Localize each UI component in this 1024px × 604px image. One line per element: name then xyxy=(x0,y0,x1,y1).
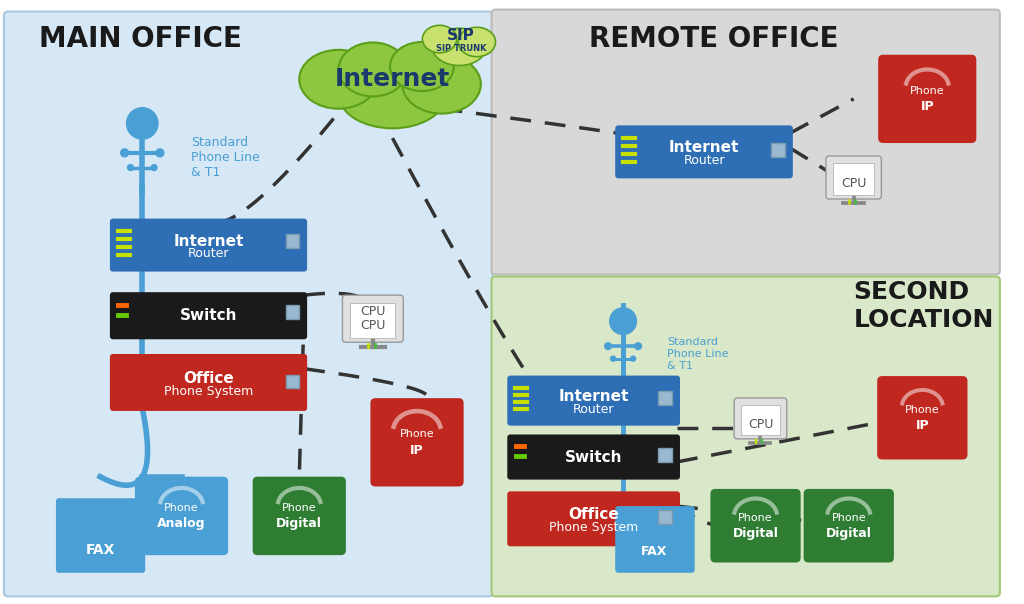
Text: Standard
Phone Line
& T1: Standard Phone Line & T1 xyxy=(668,338,729,371)
FancyBboxPatch shape xyxy=(615,126,793,178)
Ellipse shape xyxy=(299,50,378,109)
Text: Digital: Digital xyxy=(276,517,323,530)
Ellipse shape xyxy=(432,28,486,65)
Ellipse shape xyxy=(402,55,481,114)
Text: Digital: Digital xyxy=(825,527,871,540)
FancyBboxPatch shape xyxy=(507,492,680,547)
FancyBboxPatch shape xyxy=(492,277,999,596)
Text: SIP TRUNK: SIP TRUNK xyxy=(436,44,486,53)
FancyBboxPatch shape xyxy=(658,448,672,462)
Circle shape xyxy=(610,356,615,361)
Text: Phone: Phone xyxy=(738,513,773,523)
FancyBboxPatch shape xyxy=(135,477,228,555)
Text: Phone: Phone xyxy=(399,429,434,440)
Circle shape xyxy=(121,149,129,157)
Text: CPU: CPU xyxy=(360,319,386,332)
FancyBboxPatch shape xyxy=(371,398,464,486)
FancyBboxPatch shape xyxy=(342,295,403,342)
Text: Internet: Internet xyxy=(173,234,244,249)
Text: Switch: Switch xyxy=(565,449,623,464)
Text: IP: IP xyxy=(921,100,934,113)
Ellipse shape xyxy=(458,27,496,57)
Ellipse shape xyxy=(423,25,457,53)
FancyBboxPatch shape xyxy=(350,303,395,338)
Text: Phone System: Phone System xyxy=(549,521,638,534)
Text: Internet: Internet xyxy=(669,141,739,155)
Text: Internet: Internet xyxy=(335,67,451,91)
FancyBboxPatch shape xyxy=(110,292,307,339)
Text: Office: Office xyxy=(183,371,233,386)
Circle shape xyxy=(635,343,641,350)
Circle shape xyxy=(152,165,157,170)
FancyBboxPatch shape xyxy=(110,219,307,272)
Text: SECOND
LOCATION: SECOND LOCATION xyxy=(854,280,994,332)
FancyBboxPatch shape xyxy=(834,163,874,195)
Text: Phone System: Phone System xyxy=(164,385,253,398)
FancyBboxPatch shape xyxy=(286,305,299,319)
Text: Router: Router xyxy=(572,403,614,416)
FancyBboxPatch shape xyxy=(4,11,493,596)
Text: CPU: CPU xyxy=(748,418,773,431)
Text: Router: Router xyxy=(187,248,229,260)
FancyBboxPatch shape xyxy=(658,510,672,524)
FancyBboxPatch shape xyxy=(507,434,680,480)
Text: Analog: Analog xyxy=(158,517,206,530)
Text: Internet: Internet xyxy=(558,389,629,404)
FancyBboxPatch shape xyxy=(253,477,346,555)
FancyBboxPatch shape xyxy=(734,398,786,439)
FancyBboxPatch shape xyxy=(771,143,785,157)
Circle shape xyxy=(128,165,133,170)
FancyBboxPatch shape xyxy=(286,374,299,388)
Text: Digital: Digital xyxy=(732,527,778,540)
Text: Phone: Phone xyxy=(831,513,866,523)
Circle shape xyxy=(609,308,637,335)
FancyBboxPatch shape xyxy=(492,10,999,275)
Text: IP: IP xyxy=(411,444,424,457)
Text: Phone: Phone xyxy=(164,503,199,513)
Text: Router: Router xyxy=(683,154,725,167)
Ellipse shape xyxy=(390,42,454,91)
Text: MAIN OFFICE: MAIN OFFICE xyxy=(39,25,242,53)
FancyBboxPatch shape xyxy=(879,55,976,143)
Text: REMOTE OFFICE: REMOTE OFFICE xyxy=(589,25,839,53)
Text: Phone: Phone xyxy=(282,503,316,513)
FancyBboxPatch shape xyxy=(507,376,680,426)
Text: FAX: FAX xyxy=(641,545,668,557)
FancyBboxPatch shape xyxy=(658,391,672,405)
Text: Office: Office xyxy=(568,507,620,522)
FancyBboxPatch shape xyxy=(286,234,299,248)
Circle shape xyxy=(631,356,636,361)
Ellipse shape xyxy=(339,60,446,128)
Text: Phone: Phone xyxy=(905,405,940,415)
Circle shape xyxy=(127,108,158,139)
Circle shape xyxy=(156,149,164,157)
FancyBboxPatch shape xyxy=(711,489,801,562)
Text: CPU: CPU xyxy=(360,305,386,318)
Text: Switch: Switch xyxy=(180,308,238,323)
Circle shape xyxy=(605,343,611,350)
FancyBboxPatch shape xyxy=(110,354,307,411)
FancyBboxPatch shape xyxy=(615,506,694,573)
FancyBboxPatch shape xyxy=(878,376,968,460)
FancyBboxPatch shape xyxy=(826,156,882,199)
Text: IP: IP xyxy=(915,419,929,432)
FancyBboxPatch shape xyxy=(741,405,779,435)
Text: Standard
Phone Line
& T1: Standard Phone Line & T1 xyxy=(191,137,260,179)
Text: Phone: Phone xyxy=(910,86,944,96)
FancyBboxPatch shape xyxy=(804,489,894,562)
Text: SIP: SIP xyxy=(447,28,475,43)
Text: CPU: CPU xyxy=(841,177,866,190)
Ellipse shape xyxy=(339,42,408,97)
FancyBboxPatch shape xyxy=(56,498,145,573)
Text: FAX: FAX xyxy=(85,543,115,557)
